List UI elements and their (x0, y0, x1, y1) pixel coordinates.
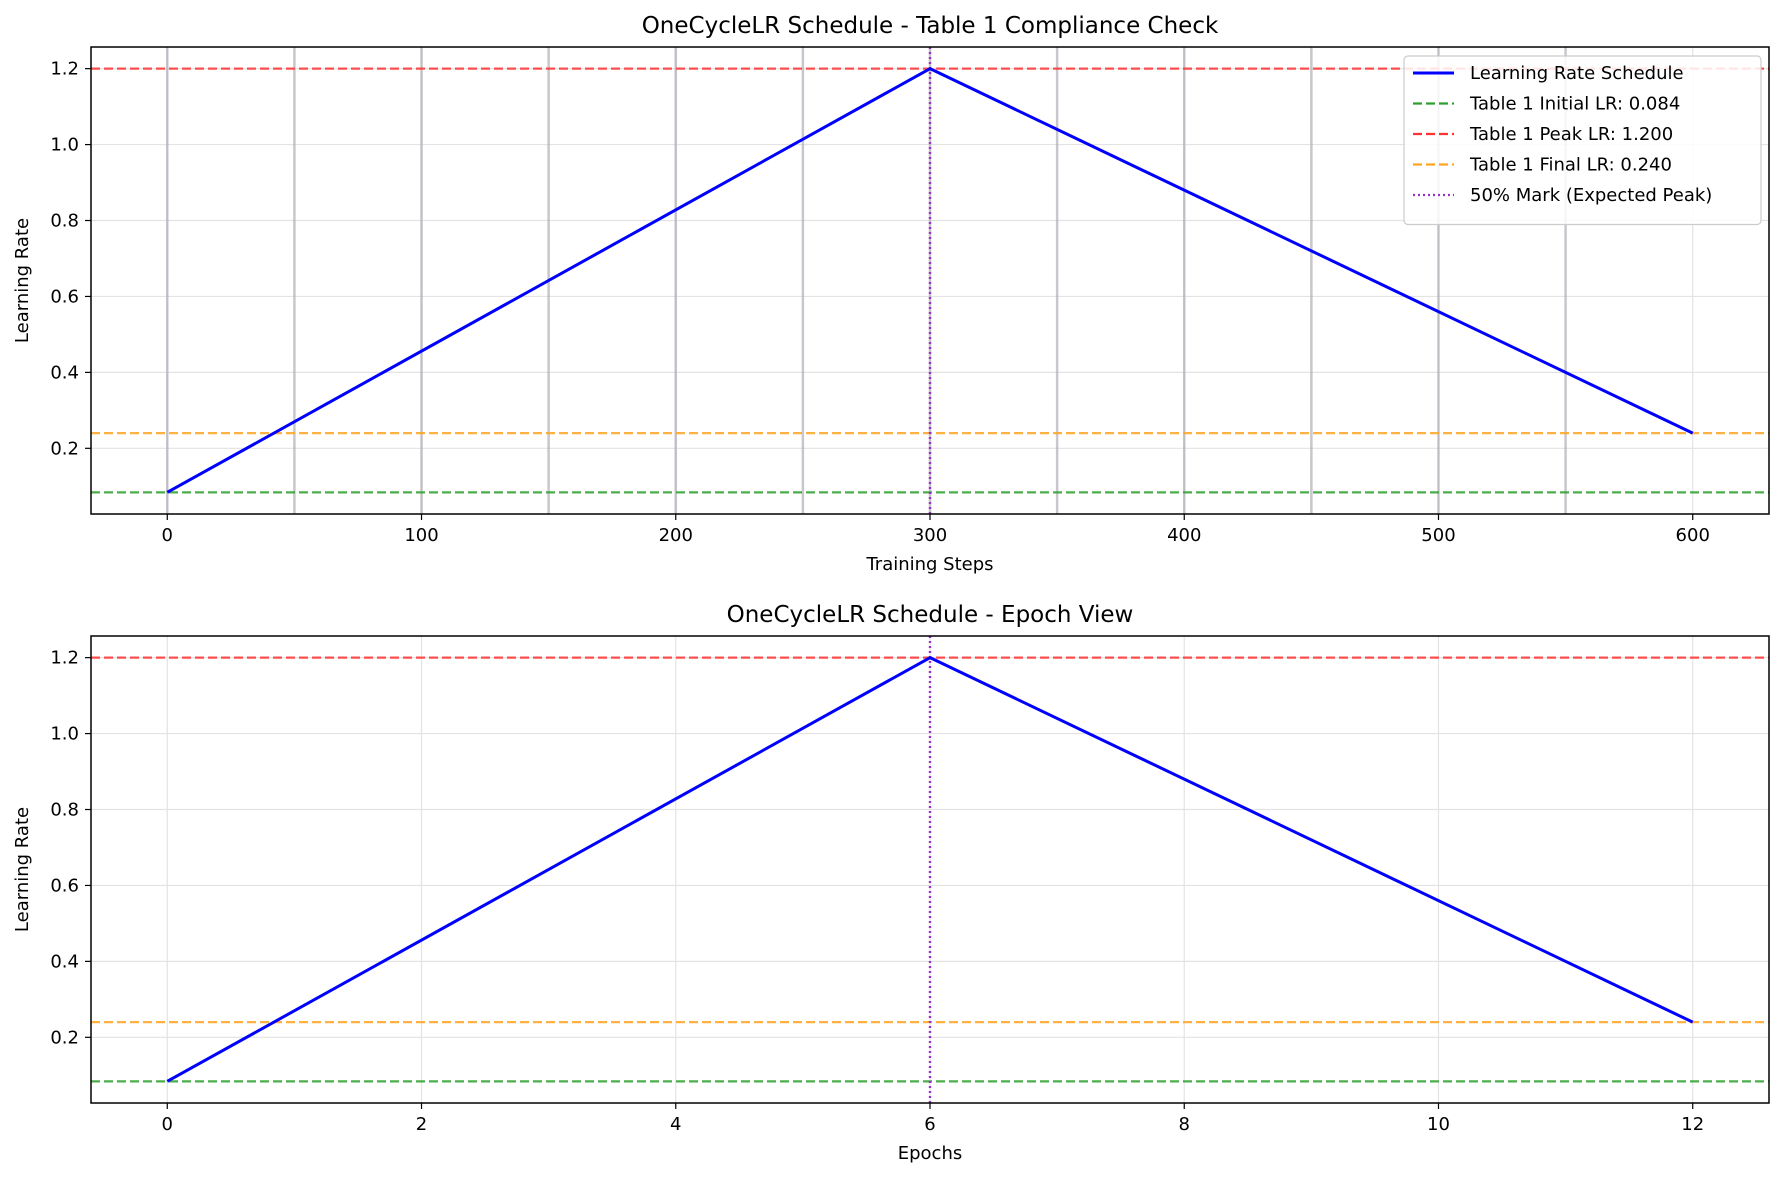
chart-training-steps: 0 100 200 300 400 500 600 0.2 0.4 0.6 0.8 1.0 1.2 One… (12, 13, 1770, 575)
legend-label: Table 1 Final LR: 0.240 (1469, 155, 1672, 176)
y-tick-label: 0.2 (50, 1027, 79, 1048)
legend-label: Table 1 Peak LR: 1.200 (1469, 124, 1673, 145)
y-tick-label: 0.6 (50, 875, 79, 896)
x-tick-label: 500 (1421, 525, 1455, 546)
chart-title: OneCycleLR Schedule - Epoch View (727, 602, 1134, 628)
y-tick-label: 0.6 (50, 286, 79, 307)
y-tick-label: 0.8 (50, 800, 79, 821)
x-tick-label: 200 (659, 525, 693, 546)
legend-label: Table 1 Initial LR: 0.084 (1469, 94, 1680, 115)
lr-series-line (166, 67, 1694, 494)
x-tick-label: 0 (162, 1114, 173, 1135)
legend-box (1403, 55, 1762, 226)
x-tick-label: 10 (1427, 1114, 1450, 1135)
y-tick-label: 0.2 (50, 438, 79, 459)
x-tick-label: 400 (1167, 525, 1201, 546)
plot-area (91, 636, 1769, 1103)
y-tick-label: 1.0 (50, 135, 79, 156)
lr-series-line (166, 656, 1694, 1083)
x-axis-label: Training Steps (865, 554, 993, 575)
x-tick-label: 100 (404, 525, 438, 546)
x-tick-label: 0 (162, 525, 173, 546)
y-tick-label: 0.8 (50, 211, 79, 232)
x-tick-label: 6 (924, 1114, 935, 1135)
legend: Learning Rate Schedule Table 1 Initial LR… (1403, 55, 1762, 226)
y-tick-label: 1.0 (50, 724, 79, 745)
x-axis-label: Epochs (898, 1143, 963, 1164)
legend-label: Learning Rate Schedule (1470, 63, 1684, 84)
x-tick-label: 2 (416, 1114, 427, 1135)
y-axis-label: Learning Rate (12, 218, 33, 343)
x-tick-label: 12 (1681, 1114, 1704, 1135)
y-tick-label: 1.2 (50, 59, 79, 80)
y-tick-label: 0.4 (50, 362, 79, 383)
y-tick-label: 0.4 (50, 951, 79, 972)
x-tick-label: 8 (1179, 1114, 1190, 1135)
chart-title: OneCycleLR Schedule - Table 1 Compliance… (642, 13, 1219, 39)
y-tick-label: 1.2 (50, 648, 79, 669)
y-axis-label: Learning Rate (12, 807, 33, 932)
x-tick-label: 4 (670, 1114, 681, 1135)
x-tick-label: 300 (913, 525, 947, 546)
x-tick-label: 600 (1676, 525, 1710, 546)
chart-epochs: 0 2 4 6 8 10 12 0.2 0.4 0.6 0.8 1.0 1.2 OneCycleLR Sc… (12, 602, 1770, 1164)
legend-label: 50% Mark (Expected Peak) (1470, 185, 1712, 206)
